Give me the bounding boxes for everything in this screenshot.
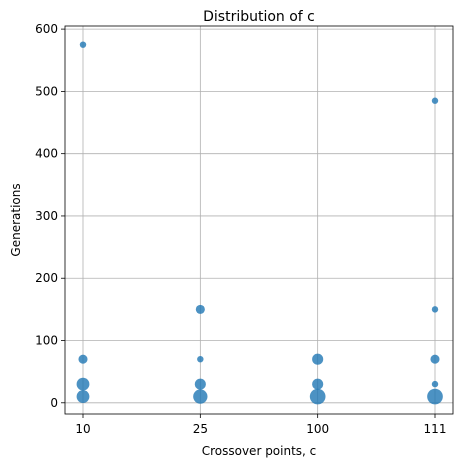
scatter-point (197, 355, 204, 363)
y-axis-label: Generations (9, 183, 23, 256)
data-points (76, 41, 443, 405)
x-tick-label: 25 (193, 422, 208, 436)
scatter-point (194, 378, 206, 390)
chart-title: Distribution of c (203, 9, 315, 25)
x-tick-label: 111 (424, 422, 447, 436)
x-axis-label: Crossover points, c (202, 444, 317, 458)
scatter-point (193, 389, 208, 404)
scatter-point (76, 390, 90, 403)
scatter-point (309, 388, 326, 405)
y-tick-label: 300 (35, 209, 58, 223)
grid (65, 26, 453, 414)
scatter-point (312, 353, 324, 365)
x-tick-label: 10 (75, 422, 90, 436)
scatter-point (79, 41, 87, 48)
scatter-point (195, 304, 205, 314)
scatter-point (427, 388, 443, 405)
scatter-point (312, 378, 324, 390)
y-tick-label: 0 (50, 396, 58, 410)
x-ticks: 10 25 100 111 (75, 414, 446, 436)
scatter-point (431, 380, 439, 388)
x-tick-label: 100 (306, 422, 329, 436)
y-ticks: 0 100 200 300 400 500 600 (35, 22, 65, 410)
y-tick-label: 200 (35, 271, 58, 285)
y-tick-label: 100 (35, 334, 58, 348)
scatter-point (431, 97, 439, 104)
scatter-point (430, 354, 440, 364)
plot-frame (64, 25, 454, 415)
scatter-point (431, 306, 439, 313)
y-tick-label: 400 (35, 147, 58, 161)
scatter-point (78, 354, 88, 364)
y-tick-label: 500 (35, 84, 58, 98)
scatter-point (76, 377, 90, 391)
y-tick-label: 600 (35, 22, 58, 36)
